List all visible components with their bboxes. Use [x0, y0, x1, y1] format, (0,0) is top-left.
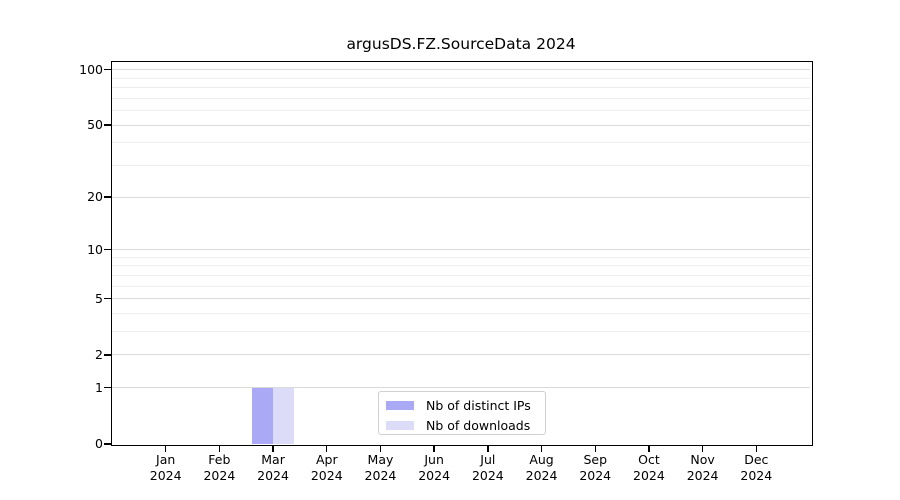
y-tick-mark [104, 196, 111, 198]
x-tick-mark [272, 446, 274, 452]
y-minor-gridline [112, 77, 810, 79]
x-tick-label: Jun 2024 [418, 452, 451, 483]
y-major-gridline [112, 354, 810, 356]
y-major-gridline [112, 249, 810, 250]
x-tick-mark [701, 446, 704, 452]
x-tick-mark [164, 446, 167, 452]
legend-swatch-downloads [386, 421, 414, 430]
legend-label-downloads: Nb of downloads [426, 417, 531, 433]
x-tick-label: Jul 2024 [471, 452, 504, 483]
legend: Nb of distinct IPs Nb of downloads [378, 391, 546, 435]
x-tick-label: Oct 2024 [633, 452, 665, 483]
y-major-gridline [112, 298, 810, 300]
y-minor-gridline [112, 285, 810, 287]
y-tick-label: 1 [95, 379, 103, 395]
x-tick-label: Nov 2024 [686, 452, 719, 483]
x-tick-mark [433, 446, 435, 452]
legend-item-distinct-ips: Nb of distinct IPs [386, 397, 545, 414]
y-minor-gridline [112, 97, 810, 99]
bar-nb-of-downloads-mar-2024 [273, 387, 295, 444]
legend-swatch-distinct-ips [386, 401, 414, 410]
x-tick-mark [594, 446, 596, 452]
x-tick-mark [648, 446, 650, 452]
y-minor-gridline [112, 256, 810, 258]
y-tick-label: 100 [79, 61, 103, 77]
y-minor-gridline [112, 274, 810, 276]
x-tick-mark [379, 446, 382, 452]
x-tick-mark [218, 446, 221, 452]
x-tick-label: Sep 2024 [579, 452, 612, 483]
y-major-gridline [112, 124, 810, 126]
y-major-gridline [112, 69, 810, 71]
x-tick-mark [540, 446, 543, 452]
y-major-gridline [112, 196, 810, 198]
x-tick-mark [487, 446, 489, 452]
y-tick-label: 20 [87, 189, 103, 205]
y-minor-gridline [112, 142, 810, 144]
y-tick-label: 2 [95, 346, 103, 362]
y-tick-mark [104, 124, 111, 126]
y-minor-gridline [112, 265, 810, 267]
y-minor-gridline [112, 164, 810, 166]
y-tick-label: 0 [95, 436, 103, 451]
y-major-gridline [112, 387, 810, 389]
x-tick-label: Jan 2024 [149, 452, 182, 483]
x-tick-mark [755, 446, 757, 452]
y-tick-mark [104, 387, 111, 389]
y-tick-mark [104, 68, 111, 71]
legend-label-distinct-ips: Nb of distinct IPs [426, 397, 531, 413]
y-tick-mark [104, 354, 111, 356]
y-minor-gridline [112, 87, 810, 89]
y-tick-mark [104, 443, 111, 445]
y-tick-label: 5 [95, 290, 103, 306]
chart-title: argusDS.FZ.SourceData 2024 [346, 35, 576, 53]
x-tick-label: Feb 2024 [203, 452, 236, 483]
x-tick-label: May 2024 [364, 452, 397, 483]
x-tick-label: Apr 2024 [310, 452, 343, 483]
x-tick-label: Aug 2024 [525, 452, 558, 483]
y-minor-gridline [112, 312, 810, 314]
x-tick-label: Mar 2024 [257, 452, 289, 483]
y-minor-gridline [112, 331, 810, 333]
x-tick-mark [326, 446, 328, 452]
y-tick-mark [104, 297, 111, 300]
legend-item-downloads: Nb of downloads [386, 417, 545, 434]
x-tick-label: Dec 2024 [740, 452, 773, 483]
y-tick-label: 50 [87, 117, 103, 133]
y-tick-mark [104, 248, 111, 251]
y-tick-label: 10 [87, 241, 103, 257]
bar-nb-of-distinct-ips-mar-2024 [252, 387, 274, 444]
y-minor-gridline [112, 110, 810, 112]
